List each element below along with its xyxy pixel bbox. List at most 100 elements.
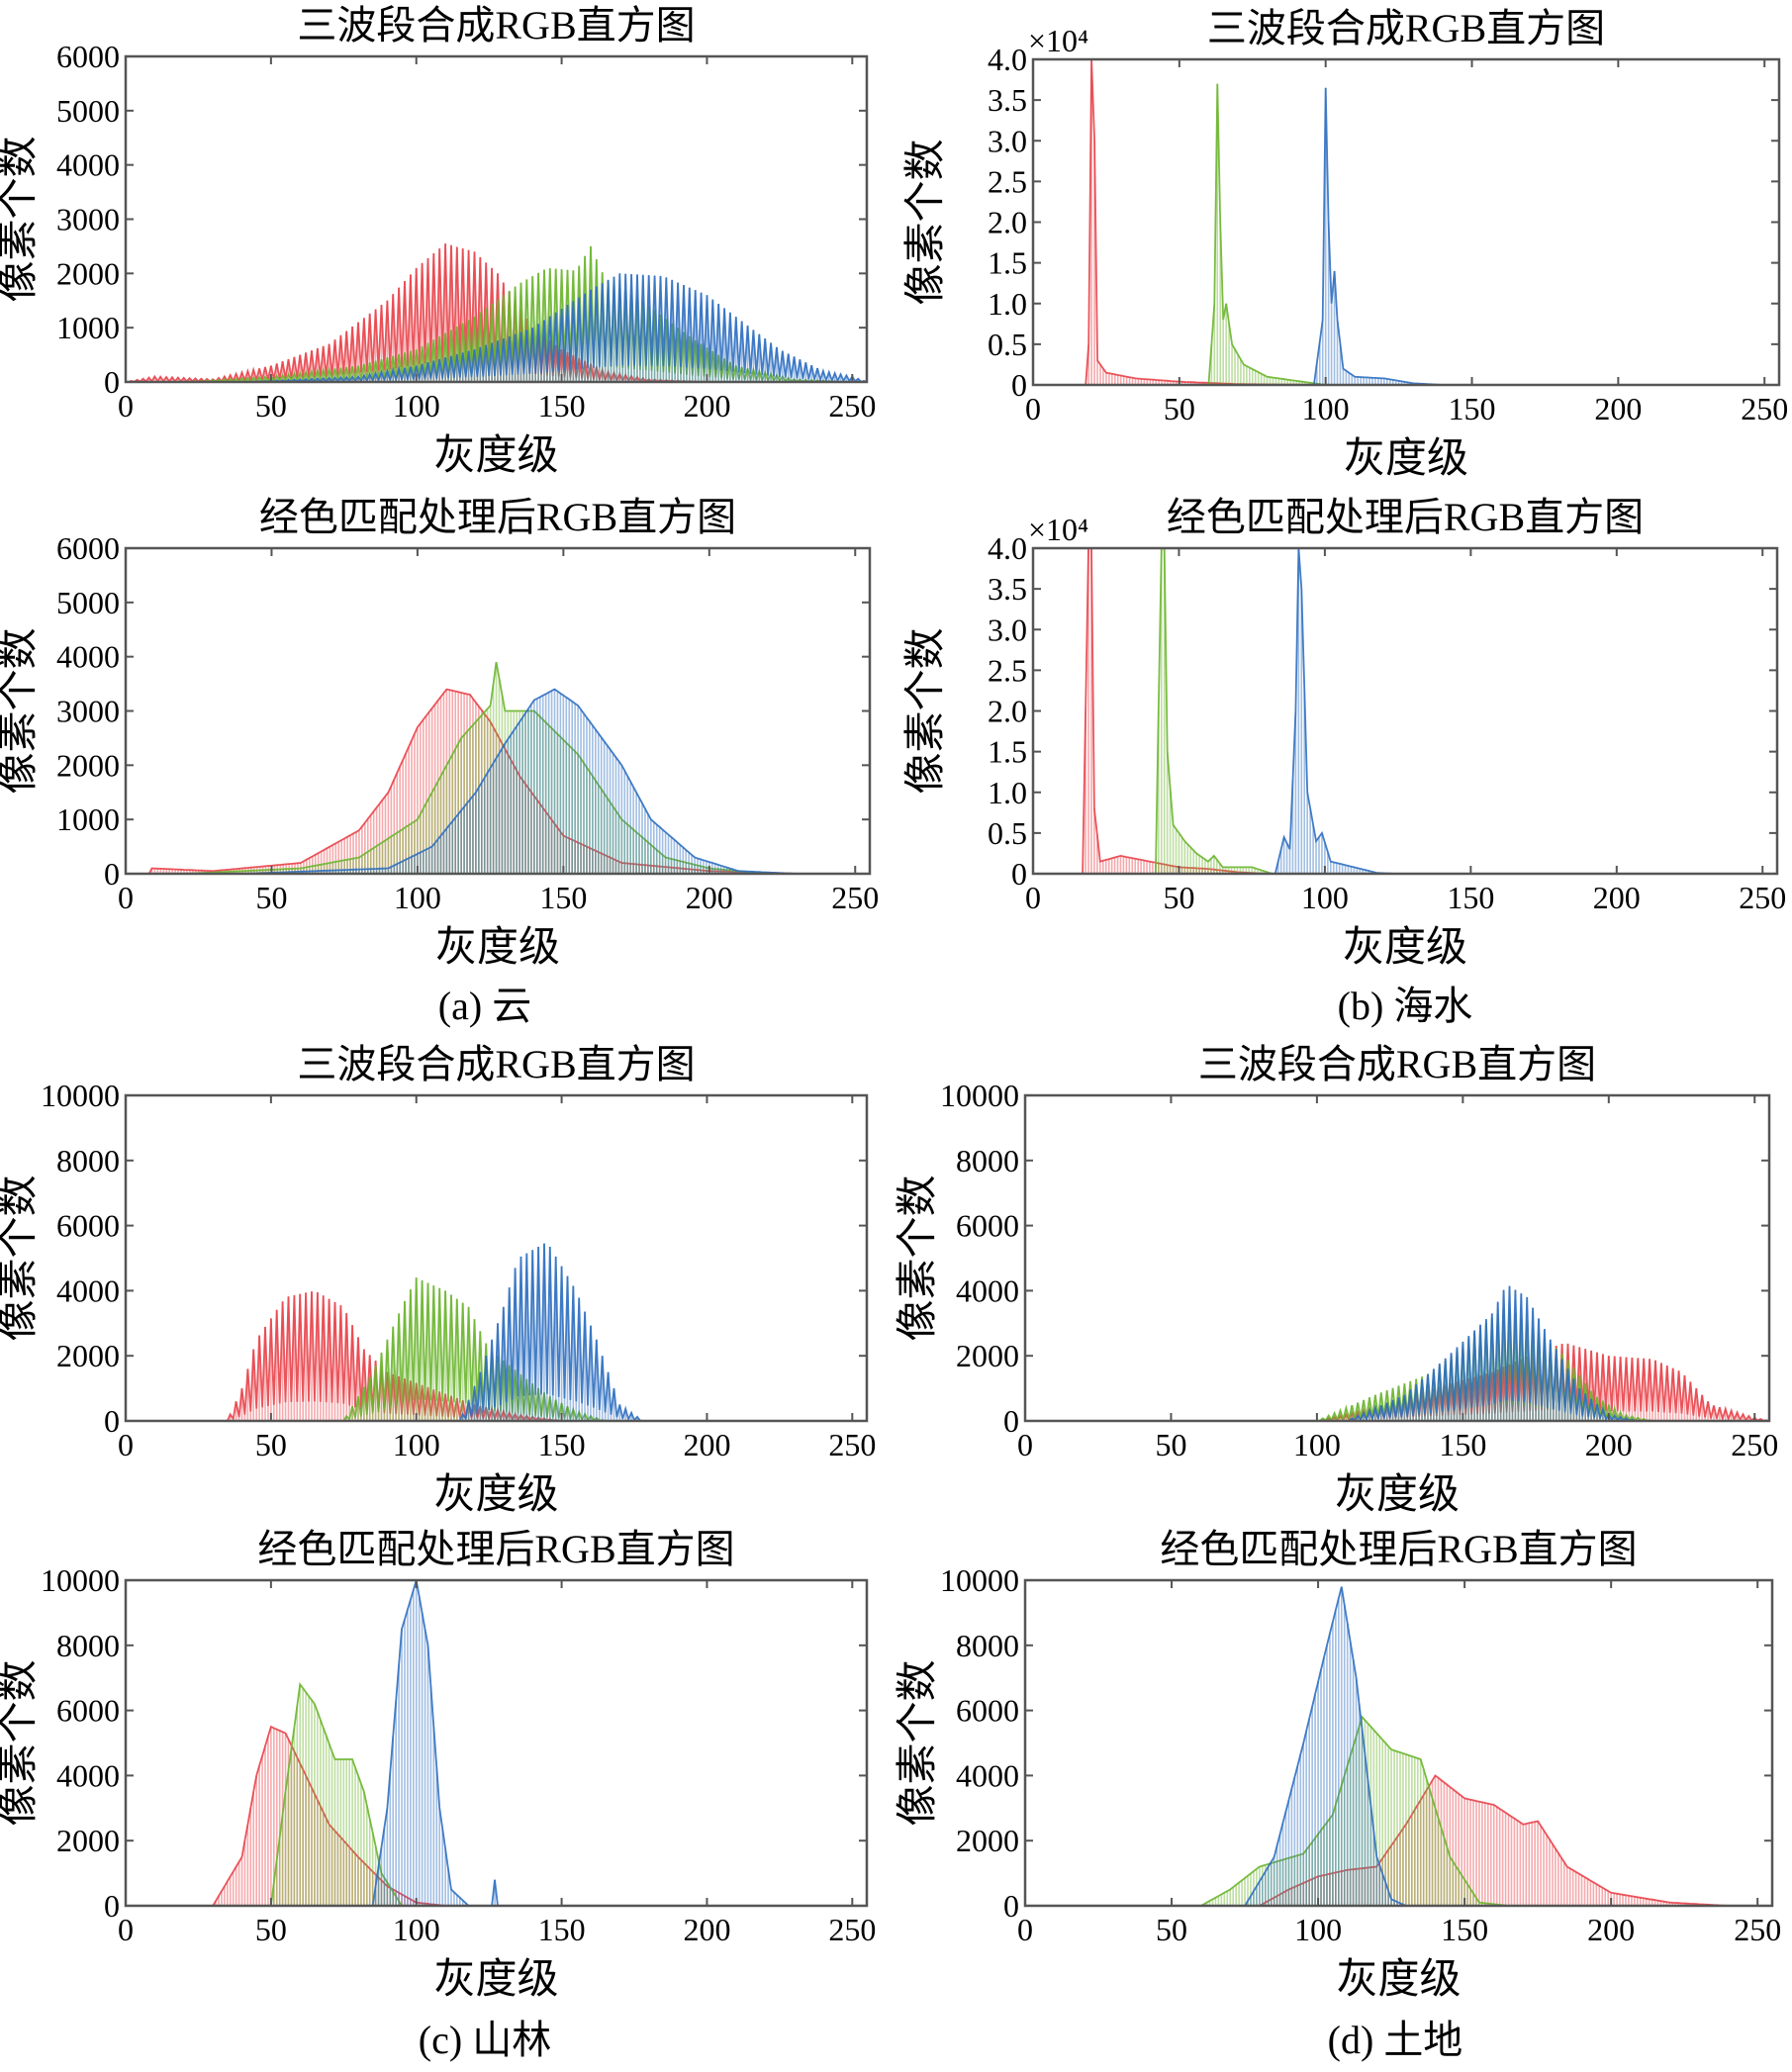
y-tick-label: 2000 [56, 1823, 120, 1858]
series-r [1025, 1774, 1772, 1907]
x-tick-label: 0 [1017, 1427, 1033, 1462]
y-tick-label: 6000 [56, 39, 120, 74]
x-tick-label: 150 [539, 880, 587, 915]
chart-panel-1: 三波段合成RGB直方图 0 50 100 150 200 250 0 0.5 1.0 1.5 2.0 2… [903, 6, 1788, 482]
chart-title: 经色匹配处理后RGB直方图 [1160, 1527, 1637, 1571]
y-tick-label: 10000 [940, 1078, 1019, 1113]
x-tick-label: 150 [1449, 391, 1496, 426]
histogram-outline [1025, 1774, 1772, 1907]
series-b [126, 688, 870, 875]
x-tick-label: 0 [1017, 1912, 1033, 1947]
y-tick-label: 0 [1011, 856, 1027, 892]
y-tick-label: 2000 [56, 747, 120, 783]
x-tick-label: 50 [1164, 391, 1195, 426]
x-tick-label: 50 [255, 1427, 287, 1462]
y-tick-label: 6000 [56, 530, 120, 566]
subfigure-caption: (d) 土地 [1328, 2018, 1463, 2062]
x-tick-label: 250 [828, 1427, 876, 1462]
x-tick-label: 250 [828, 1912, 876, 1947]
x-tick-label: 150 [538, 388, 586, 424]
histogram-outline [126, 688, 870, 875]
chart-panel-6: 经色匹配处理后RGB直方图 0 50 100 150 200 250 0 2000 4000 600… [0, 1527, 876, 2003]
y-tick-label: 3.0 [988, 123, 1027, 158]
x-tick-label: 50 [1163, 880, 1194, 915]
chart-title: 三波段合成RGB直方图 [1207, 6, 1605, 50]
axes-frame [124, 1578, 869, 1908]
y-tick-label: 2000 [56, 255, 120, 291]
y-axis-label: 像素个数 [896, 1659, 941, 1826]
x-axis-label: 灰度级 [1343, 925, 1467, 971]
series-g [1033, 547, 1777, 875]
series-b [1025, 1586, 1772, 1907]
histogram-outline [1025, 1586, 1772, 1907]
y-tick-label: 0 [104, 856, 120, 892]
histogram-outline [1033, 547, 1777, 875]
x-tick-label: 150 [538, 1912, 586, 1947]
y-tick-label: 4.0 [988, 530, 1027, 566]
x-tick-label: 250 [1741, 391, 1788, 426]
x-tick-label: 150 [1441, 1912, 1488, 1947]
y-tick-label: 2000 [56, 1338, 120, 1373]
chart-title: 三波段合成RGB直方图 [1198, 1042, 1596, 1086]
y-tick-label: 4000 [56, 1757, 120, 1793]
y-tick-label: 1.5 [988, 734, 1027, 770]
y-axis-label: 像素个数 [903, 627, 949, 794]
x-tick-label: 100 [1301, 880, 1349, 915]
y-tick-label: 5000 [56, 585, 120, 620]
chart-title: 经色匹配处理后RGB直方图 [257, 1527, 734, 1571]
series-g [1025, 1715, 1772, 1907]
x-tick-label: 200 [683, 1427, 730, 1462]
x-tick-label: 50 [255, 388, 287, 424]
axes-frame [124, 546, 872, 876]
x-tick-label: 0 [1025, 880, 1041, 915]
y-tick-label: 2000 [956, 1338, 1019, 1373]
histogram-outline [1033, 547, 1777, 875]
y-tick-label: 0 [1011, 367, 1027, 403]
series-b [126, 1579, 867, 1907]
x-tick-label: 150 [538, 1427, 586, 1462]
y-tick-label: 1000 [56, 310, 120, 345]
x-tick-label: 200 [683, 388, 730, 424]
y-tick-label: 3000 [56, 694, 120, 729]
y-tick-label: 0.5 [988, 327, 1027, 362]
y-tick-label: 4000 [56, 147, 120, 183]
y-tick-label: 8000 [956, 1143, 1019, 1178]
x-axis-label: 灰度级 [1344, 436, 1468, 482]
axes-frame [1031, 546, 1779, 876]
chart-panel-5: 三波段合成RGB直方图 0 50 100 150 200 250 0 2000 4000 6000 8… [896, 1042, 1778, 1518]
y-tick-label: 1.0 [988, 286, 1027, 322]
axes-frame [1031, 57, 1781, 387]
y-tick-label: 4.0 [988, 42, 1027, 77]
y-tick-label: 10000 [940, 1562, 1019, 1598]
series-g [126, 245, 867, 384]
series-r [126, 1725, 867, 1907]
y-tick-label: 6000 [956, 1693, 1019, 1729]
y-axis-label: 像素个数 [0, 627, 42, 794]
x-tick-label: 0 [118, 880, 134, 915]
y-tick-label: 4000 [956, 1757, 1019, 1793]
x-tick-label: 100 [1302, 391, 1350, 426]
y-tick-label: 8000 [56, 1143, 120, 1178]
histogram-outline [126, 1579, 867, 1907]
y-tick-label: 10000 [41, 1562, 120, 1598]
y-tick-label: 8000 [956, 1628, 1019, 1663]
y-tick-label: 0 [104, 1888, 120, 1924]
x-axis-label: 灰度级 [1336, 1957, 1461, 2003]
y-tick-label: 4000 [56, 1272, 120, 1308]
histogram-outline [1033, 547, 1777, 875]
histogram-outline [126, 661, 870, 875]
x-tick-label: 100 [1294, 1912, 1342, 1947]
subfigure-caption: (c) 山林 [419, 2018, 551, 2062]
series-b [1033, 87, 1779, 386]
x-tick-label: 100 [1293, 1427, 1341, 1462]
x-tick-label: 0 [118, 388, 134, 424]
x-tick-label: 50 [1156, 1912, 1187, 1947]
y-axis-label: 像素个数 [0, 1659, 42, 1826]
x-tick-label: 150 [1439, 1427, 1486, 1462]
subfigure-caption: (b) 海水 [1338, 984, 1473, 1028]
subfigure-caption: (a) 云 [438, 984, 531, 1028]
axes-frame [1023, 1578, 1774, 1908]
series-b [1033, 547, 1777, 875]
y-tick-label: 6000 [56, 1208, 120, 1244]
x-tick-label: 250 [831, 880, 879, 915]
